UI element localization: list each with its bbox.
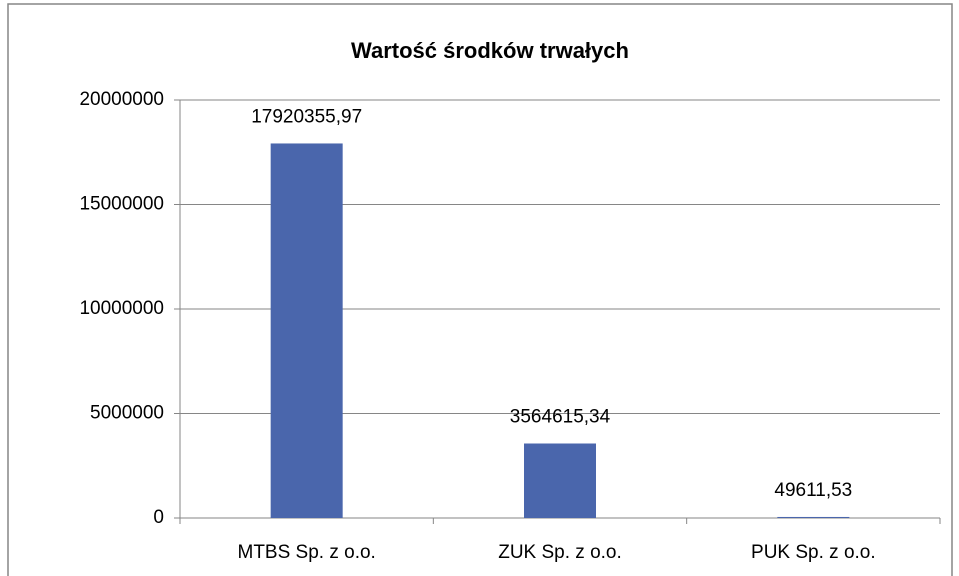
x-tick-label: ZUK Sp. z o.o. bbox=[498, 542, 622, 563]
y-tick-label: 10000000 bbox=[79, 298, 164, 319]
bar bbox=[524, 443, 596, 518]
y-tick-label: 5000000 bbox=[90, 403, 164, 424]
y-tick-label: 0 bbox=[153, 507, 164, 528]
data-label: 17920355,97 bbox=[251, 106, 362, 127]
y-tick-label: 20000000 bbox=[79, 89, 164, 110]
y-tick-label: 15000000 bbox=[79, 194, 164, 215]
x-tick-label: PUK Sp. z o.o. bbox=[751, 542, 876, 563]
bar bbox=[270, 143, 343, 519]
data-label: 3564615,34 bbox=[510, 407, 611, 428]
bar bbox=[777, 516, 850, 518]
chart-title: Wartość środków trwałych bbox=[351, 38, 629, 63]
chart-frame bbox=[7, 3, 953, 576]
x-tick-label: MTBS Sp. z o.o. bbox=[238, 542, 376, 563]
data-label: 49611,53 bbox=[774, 480, 852, 501]
